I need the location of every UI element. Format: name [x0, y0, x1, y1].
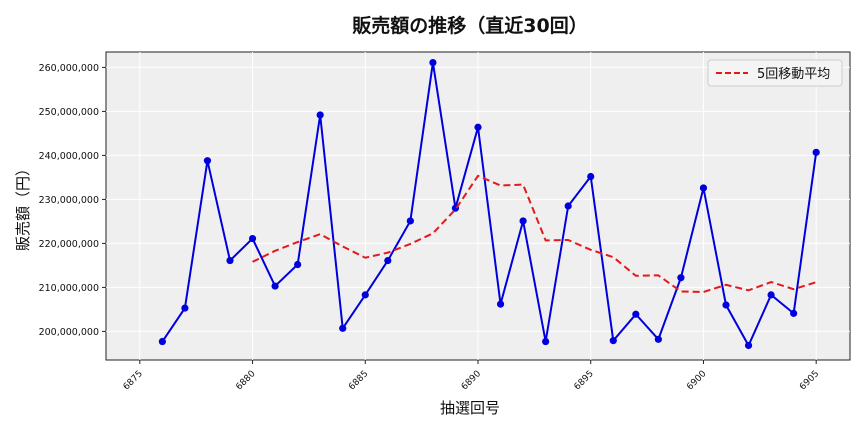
data-point-marker: [181, 304, 189, 312]
data-point-marker: [564, 202, 572, 210]
chart-title: 販売額の推移（直近30回）: [352, 14, 587, 37]
x-tick-label: 6875: [122, 369, 145, 392]
y-tick-label: 260,000,000: [39, 63, 99, 74]
x-tick-label: 6895: [573, 369, 596, 392]
x-axis-ticks: 6875 6880 6885 6890 6895 6900 6905: [122, 360, 821, 392]
y-tick-label: 220,000,000: [39, 239, 99, 250]
data-point-marker: [203, 157, 212, 165]
data-point-marker: [542, 337, 550, 346]
data-point-marker: [271, 282, 279, 290]
data-point-marker: [744, 341, 753, 350]
y-tick-label: 210,000,000: [39, 283, 99, 294]
data-point-marker: [790, 309, 798, 317]
data-point-marker: [519, 217, 527, 225]
data-point-marker: [226, 256, 234, 265]
x-tick-label: 6880: [234, 369, 257, 392]
y-axis-ticks: 200,000,000 210,000,000 220,000,000 230,000…: [39, 63, 106, 338]
data-point-marker: [248, 234, 257, 243]
data-point-marker: [474, 123, 482, 131]
y-tick-label: 240,000,000: [39, 151, 99, 162]
y-tick-label: 230,000,000: [39, 195, 99, 206]
data-point-marker: [316, 111, 324, 119]
x-tick-label: 6885: [347, 369, 370, 392]
data-point-marker: [339, 324, 347, 332]
sales-line: [161, 62, 818, 348]
data-point-marker: [429, 58, 437, 67]
data-point-marker: [699, 184, 708, 192]
data-point-marker: [294, 260, 302, 269]
y-axis-label: 販売額（円）: [14, 161, 32, 251]
data-point-marker: [406, 217, 414, 225]
legend: 5回移動平均: [707, 59, 843, 87]
y-tick-label: 200,000,000: [39, 327, 99, 338]
x-axis-label: 抽選回号: [440, 399, 500, 417]
x-tick-label: 6890: [460, 369, 483, 392]
data-point-marker: [654, 335, 662, 343]
data-series: [158, 58, 820, 350]
x-tick-label: 6905: [798, 369, 821, 392]
data-point-marker: [812, 148, 820, 156]
data-point-marker: [587, 172, 595, 181]
data-point-marker: [496, 300, 505, 308]
data-point-marker: [158, 337, 166, 346]
legend-label-moving-average: 5回移動平均: [757, 67, 830, 82]
data-point-marker: [361, 291, 369, 299]
data-point-marker: [677, 274, 685, 282]
data-point-marker: [722, 301, 730, 309]
moving-average-line: [252, 174, 817, 293]
y-tick-label: 250,000,000: [39, 107, 99, 118]
data-point-marker: [609, 337, 617, 345]
legend-box: [707, 59, 843, 87]
data-point-marker: [632, 310, 640, 318]
data-point-marker: [767, 291, 775, 299]
x-tick-label: 6900: [685, 369, 708, 392]
data-point-marker: [384, 256, 392, 265]
